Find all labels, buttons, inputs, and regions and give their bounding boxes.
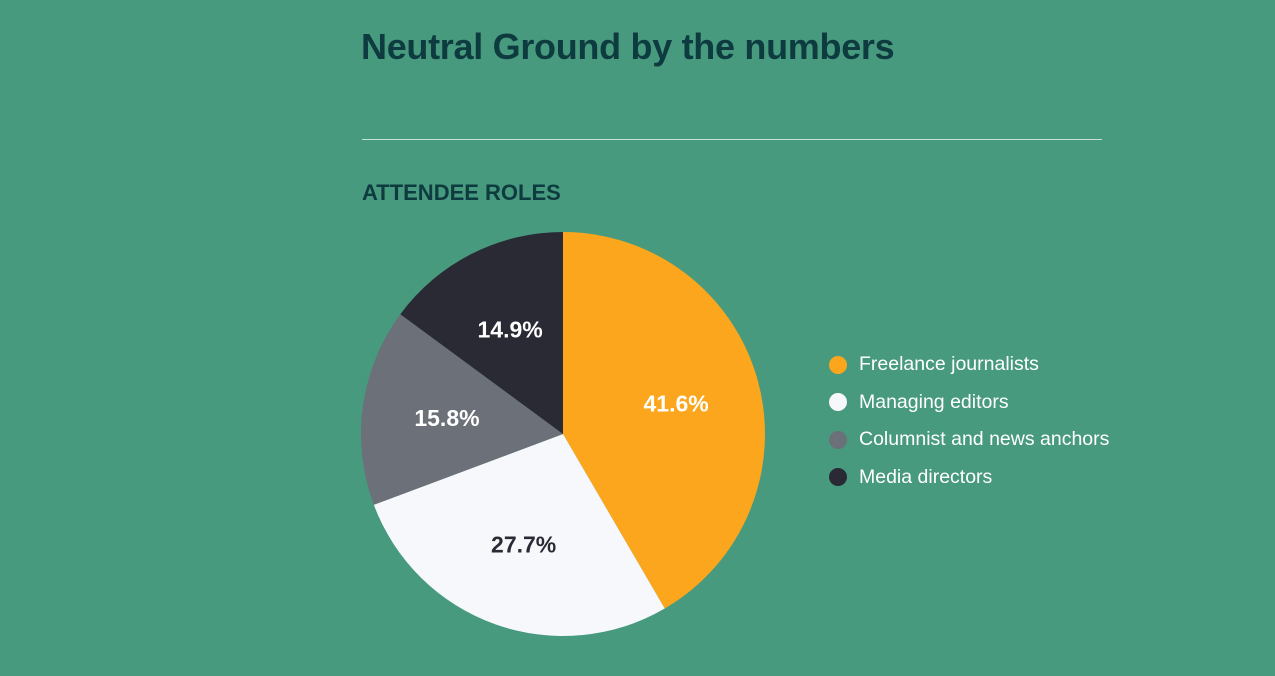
chart-legend: Freelance journalists Managing editors Col… bbox=[829, 346, 1109, 496]
data-label-columnist-and-news-anchors: 15.8% bbox=[414, 405, 479, 431]
legend-label: Freelance journalists bbox=[859, 353, 1039, 376]
legend-swatch bbox=[829, 393, 847, 412]
pie-slice-columnist-and-news-anchors bbox=[361, 314, 563, 505]
legend-swatch bbox=[829, 430, 847, 449]
section-divider bbox=[362, 139, 1102, 140]
data-label-media-directors: 14.9% bbox=[478, 316, 543, 342]
legend-item-media-directors: Media directors bbox=[829, 459, 1109, 497]
data-label-managing-editors: 27.7% bbox=[491, 531, 556, 557]
chart-title: ATTENDEE ROLES bbox=[362, 180, 561, 205]
pie-slice-media-directors bbox=[400, 232, 563, 434]
legend-swatch bbox=[829, 468, 847, 487]
pie-slice-managing-editors bbox=[373, 434, 665, 636]
data-label-freelance-journalists: 41.6% bbox=[643, 390, 708, 416]
legend-item-freelance-journalists: Freelance journalists bbox=[829, 346, 1109, 384]
legend-label: Columnist and news anchors bbox=[859, 428, 1110, 451]
legend-swatch bbox=[829, 355, 847, 374]
page-title: Neutral Ground by the numbers bbox=[361, 26, 895, 67]
legend-item-managing-editors: Managing editors bbox=[829, 384, 1109, 422]
legend-label: Managing editors bbox=[859, 390, 1009, 413]
legend-label: Media directors bbox=[859, 465, 993, 488]
pie-slice-freelance-journalists bbox=[563, 232, 765, 609]
legend-item-columnist-and-news-anchors: Columnist and news anchors bbox=[829, 421, 1109, 459]
